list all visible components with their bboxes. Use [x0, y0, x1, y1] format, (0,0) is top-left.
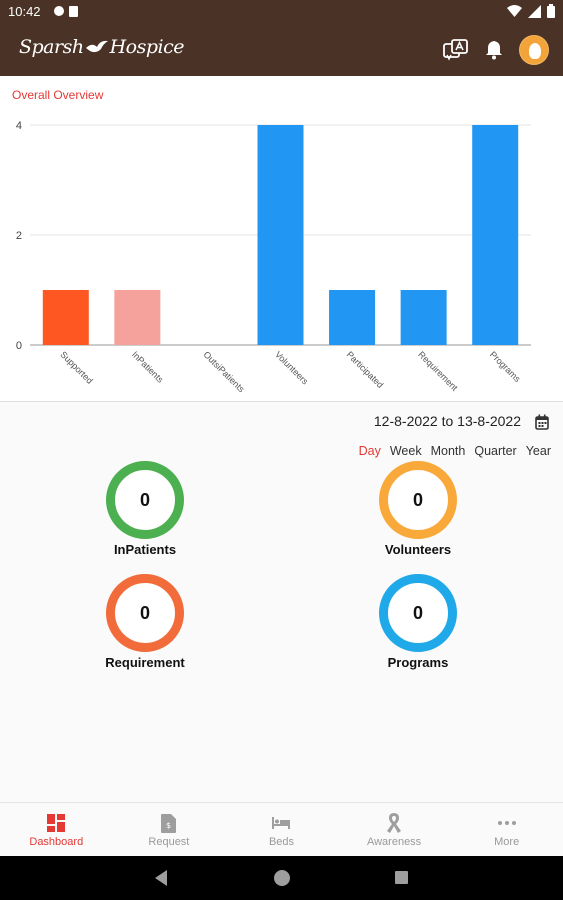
x-tick-label: Volunteers	[273, 349, 310, 386]
nav-more-label: More	[494, 836, 520, 848]
overview-chart-card: Overall Overview 0 2 4 Supported InPatients O…	[0, 76, 563, 402]
nav-dashboard-label: Dashboard	[29, 836, 84, 848]
tab-week[interactable]: Week	[389, 444, 422, 458]
volunteers-ring: 0	[379, 461, 457, 539]
system-nav-bar	[0, 856, 563, 900]
x-tick-label: InPatients	[130, 349, 166, 385]
period-tabs: Day Week Month Quarter Year	[359, 444, 551, 458]
avatar[interactable]	[519, 35, 549, 65]
system-status-icons	[507, 4, 555, 18]
x-tick-label: OutsiPatients	[202, 349, 247, 394]
nav-request[interactable]: $ Request	[113, 803, 226, 856]
tab-quarter[interactable]: Quarter	[474, 444, 517, 458]
appbar-actions	[443, 35, 549, 65]
y-tick-label: 2	[16, 230, 22, 242]
y-tick-label: 0	[16, 340, 22, 352]
nav-beds-label: Beds	[268, 836, 295, 848]
bell-icon[interactable]	[485, 40, 503, 60]
requirement-ring: 0	[106, 574, 184, 652]
programs-label: Programs	[387, 655, 449, 670]
translate-icon[interactable]	[443, 39, 469, 61]
wifi-icon	[507, 4, 522, 17]
dove-icon	[85, 40, 108, 53]
battery-icon	[547, 4, 555, 18]
requirement-label: Requirement	[105, 655, 185, 670]
inpatients-ring: 0	[106, 461, 184, 539]
nav-awareness[interactable]: Awareness	[338, 803, 451, 856]
x-tick-label: Programs	[488, 349, 523, 384]
home-icon[interactable]	[274, 870, 290, 886]
nav-request-label: Request	[148, 836, 190, 848]
app-bar: Sparsh Hospice	[0, 24, 563, 76]
nav-beds[interactable]: Beds	[225, 803, 338, 856]
inpatients-stat[interactable]: 0 InPatients	[65, 461, 225, 557]
notification-icons	[54, 6, 78, 17]
status-bar: 10:42	[0, 0, 563, 24]
more-icon	[497, 813, 516, 833]
ribbon-icon	[387, 813, 402, 833]
sparsh-hospice-logo: Sparsh Hospice	[19, 36, 184, 58]
bar-supported[interactable]	[42, 290, 89, 345]
recent-apps-icon[interactable]	[395, 871, 408, 884]
sd-card-icon	[69, 6, 78, 17]
nav-awareness-label: Awareness	[366, 836, 422, 848]
tab-month[interactable]: Month	[430, 444, 466, 458]
nav-dashboard[interactable]: Dashboard	[0, 803, 113, 856]
volunteers-stat[interactable]: 0 Volunteers	[338, 461, 498, 557]
chart-title: Overall Overview	[12, 88, 104, 102]
overview-bar-chart: 0 2 4 Supported InPatients OutsiPatients Volun…	[16, 120, 531, 395]
tab-day[interactable]: Day	[358, 444, 381, 458]
bar-inpatients[interactable]	[114, 290, 161, 345]
requirement-stat[interactable]: 0 Requirement	[65, 574, 225, 670]
nav-more[interactable]: More	[450, 803, 563, 856]
x-tick-label: Requirement	[416, 349, 460, 393]
calendar-icon[interactable]	[535, 414, 549, 430]
request-icon: $	[161, 813, 177, 833]
bottom-navigation: Dashboard $ Request Beds Awareness More	[0, 802, 563, 856]
tab-year[interactable]: Year	[525, 444, 551, 458]
y-tick-label: 4	[16, 120, 22, 132]
volunteers-label: Volunteers	[384, 542, 452, 557]
programs-ring: 0	[379, 574, 457, 652]
dashboard-icon	[47, 813, 66, 833]
signal-icon	[528, 4, 541, 18]
bar-requirement[interactable]	[400, 290, 447, 345]
status-time: 10:42	[8, 4, 41, 19]
x-tick-label: Supported	[58, 349, 94, 385]
bar-participated[interactable]	[329, 290, 376, 345]
chat-notification-icon	[54, 6, 64, 16]
bar-volunteers[interactable]	[257, 125, 304, 345]
date-range-label[interactable]: 12-8-2022 to 13-8-2022	[373, 413, 521, 429]
bed-icon	[272, 813, 291, 833]
svg-text:$: $	[166, 821, 171, 830]
x-tick-label: Participated	[345, 349, 386, 390]
back-icon[interactable]	[155, 870, 167, 886]
programs-stat[interactable]: 0 Programs	[338, 574, 498, 670]
inpatients-label: InPatients	[113, 542, 177, 557]
logo-text-left: Sparsh	[19, 36, 84, 58]
bar-programs[interactable]	[472, 125, 519, 345]
logo-text-right: Hospice	[109, 36, 185, 58]
